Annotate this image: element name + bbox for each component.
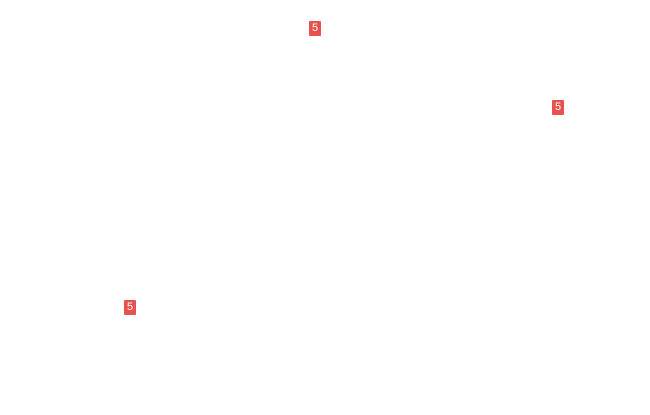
som-marker-badge[interactable]: 5 <box>552 100 564 115</box>
som-marker-badge[interactable]: 5 <box>309 21 321 36</box>
som-marker-badge[interactable]: 5 <box>124 300 136 315</box>
